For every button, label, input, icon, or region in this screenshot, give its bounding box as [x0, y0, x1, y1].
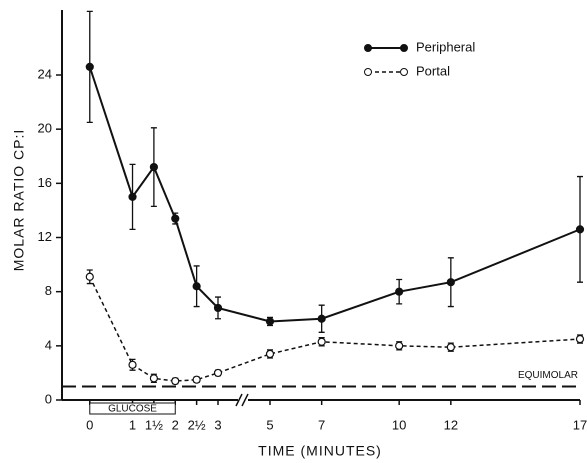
data-point — [149, 374, 158, 383]
x-axis-label: TIME (MINUTES) — [258, 443, 382, 459]
series-line — [88, 66, 581, 323]
data-point — [128, 192, 137, 201]
y-tick-label: 16 — [38, 175, 52, 190]
legend-marker — [364, 44, 372, 52]
data-point — [317, 337, 326, 346]
series-line — [89, 276, 581, 382]
y-tick-label: 20 — [38, 121, 52, 136]
y-tick-label: 0 — [45, 391, 52, 406]
x-tick-label: 17 — [573, 417, 587, 432]
axis-break — [241, 393, 249, 407]
data-point — [192, 375, 201, 384]
legend-label: Portal — [416, 63, 450, 78]
x-tick-label: 3 — [214, 417, 221, 432]
data-point — [192, 282, 201, 291]
data-point — [395, 287, 404, 296]
data-point — [395, 341, 404, 350]
y-tick-label: 24 — [38, 66, 52, 81]
legend-marker — [400, 68, 408, 76]
x-tick-label: 2½ — [188, 417, 206, 432]
data-point — [213, 368, 223, 378]
legend-marker — [364, 68, 372, 76]
x-tick-label: 5 — [266, 417, 273, 432]
data-point — [317, 314, 326, 323]
legend-marker — [400, 44, 408, 52]
x-tick-label: 1½ — [145, 417, 163, 432]
data-point — [128, 360, 137, 369]
data-point — [446, 343, 455, 352]
legend-label: Peripheral — [416, 39, 475, 54]
data-point — [213, 303, 223, 313]
y-axis-label: MOLAR RATIO CP:I — [11, 129, 27, 272]
data-point — [171, 214, 180, 223]
x-tick-label: 2 — [172, 417, 179, 432]
reference-line-label: EQUIMOLAR — [518, 370, 578, 381]
data-point — [149, 162, 158, 172]
interval-box-label: GLUCOSE — [108, 404, 157, 415]
x-tick-label: 0 — [86, 417, 93, 432]
interval-box — [89, 402, 176, 415]
data-point — [171, 376, 180, 386]
data-point — [446, 278, 455, 287]
data-point — [265, 349, 275, 359]
data-point — [265, 317, 275, 326]
x-tick-label: 1 — [129, 417, 136, 432]
x-tick-label: 12 — [444, 417, 458, 432]
data-point — [575, 225, 585, 234]
y-tick-label: 4 — [45, 337, 52, 352]
axis-break — [235, 393, 243, 407]
axis-break-gap — [238, 394, 248, 406]
data-point — [85, 62, 94, 71]
data-point — [85, 272, 94, 281]
x-tick-label: 10 — [392, 417, 406, 432]
data-point — [575, 334, 585, 344]
x-tick-label: 7 — [318, 417, 325, 432]
y-tick-label: 12 — [38, 229, 52, 244]
y-tick-label: 8 — [45, 283, 52, 298]
